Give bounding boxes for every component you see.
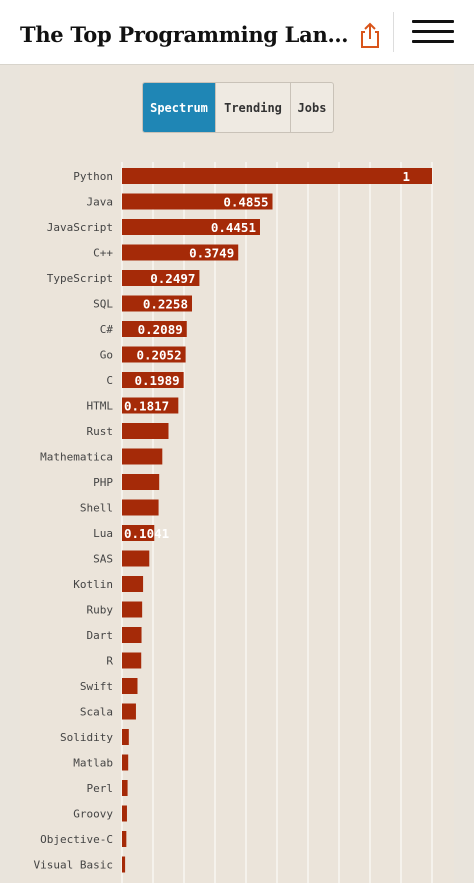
bar[interactable] <box>122 219 260 235</box>
bar-value-label: 0.2258 <box>143 297 188 312</box>
category-label: HTML <box>87 400 114 413</box>
bar[interactable] <box>122 576 144 592</box>
category-label: Dart <box>87 629 114 642</box>
bar-value-label: 0.1817 <box>124 399 169 414</box>
category-label: Go <box>100 349 113 362</box>
hamburger-menu-icon[interactable] <box>412 18 454 46</box>
bar-value-label: 0.4855 <box>223 195 268 210</box>
category-label: Groovy <box>73 808 113 821</box>
category-label: Scala <box>80 706 113 719</box>
ranking-tabs: Spectrum Trending Jobs <box>142 82 334 133</box>
bar[interactable] <box>122 270 200 286</box>
category-label: Ruby <box>87 604 114 617</box>
bar-value-label: 0.2497 <box>150 271 195 286</box>
bar[interactable] <box>122 703 136 720</box>
category-label: C <box>106 374 113 387</box>
category-label: Matlab <box>73 757 113 770</box>
category-label: Java <box>87 196 114 209</box>
category-label: Lua <box>93 527 113 540</box>
bar-value-label: 0.2089 <box>138 322 183 337</box>
bar[interactable] <box>122 244 239 261</box>
bar[interactable] <box>122 423 169 439</box>
category-label: R <box>106 655 113 668</box>
category-label: SQL <box>93 298 113 311</box>
header-divider <box>393 12 394 52</box>
page-title: The Top Programming Languag... <box>20 22 360 47</box>
bar[interactable] <box>122 627 142 643</box>
category-label: C++ <box>93 247 113 260</box>
bar[interactable] <box>122 193 273 210</box>
bar[interactable] <box>122 372 184 388</box>
bar[interactable] <box>122 295 192 312</box>
bar[interactable] <box>122 397 179 414</box>
bar[interactable] <box>122 168 432 184</box>
bar[interactable] <box>122 754 129 771</box>
bar[interactable] <box>122 474 160 490</box>
bar[interactable] <box>122 831 127 847</box>
bar-value-label: 0.1989 <box>135 373 180 388</box>
bar[interactable] <box>122 652 142 669</box>
bar-value-label: 0.4451 <box>211 220 256 235</box>
bar[interactable] <box>122 729 129 745</box>
bar-value-label: 0.2052 <box>136 348 181 363</box>
category-label: Shell <box>80 502 113 515</box>
category-label: Solidity <box>60 731 113 744</box>
tab-spectrum[interactable]: Spectrum <box>143 83 216 132</box>
tab-trending[interactable]: Trending <box>216 83 291 132</box>
share-icon[interactable] <box>356 20 384 50</box>
bar[interactable] <box>122 448 163 465</box>
bar[interactable] <box>122 601 143 618</box>
category-label: Perl <box>87 782 114 795</box>
category-label: JavaScript <box>47 221 113 234</box>
bar-value-label: 0.3749 <box>189 246 234 261</box>
category-label: Kotlin <box>73 578 113 591</box>
category-label: Rust <box>87 425 114 438</box>
category-label: TypeScript <box>47 272 113 285</box>
tab-jobs[interactable]: Jobs <box>297 100 327 115</box>
category-label: Visual Basic <box>34 859 113 872</box>
category-label: Objective-C <box>40 833 113 846</box>
language-ranking-chart: Python 1 Java 0.4855 JavaScript 0.4451 C++ 0.37… <box>34 162 433 883</box>
bar[interactable] <box>122 499 159 516</box>
bar[interactable] <box>122 525 155 541</box>
bar[interactable] <box>122 321 187 337</box>
bar[interactable] <box>122 678 138 694</box>
category-label: C# <box>100 323 114 336</box>
category-label: PHP <box>93 476 113 489</box>
category-label: Mathematica <box>40 451 113 464</box>
bar-value-label: 1 <box>402 169 410 184</box>
bar[interactable] <box>122 550 150 567</box>
category-label: SAS <box>93 553 113 566</box>
bar[interactable] <box>122 805 127 822</box>
category-label: Swift <box>80 680 113 693</box>
bar-value-label: 0.1041 <box>124 526 169 541</box>
bar[interactable] <box>122 780 128 796</box>
top-header: The Top Programming Languag... <box>0 0 474 65</box>
bar[interactable] <box>122 346 186 363</box>
bar[interactable] <box>122 856 126 873</box>
category-label: Python <box>73 170 113 183</box>
